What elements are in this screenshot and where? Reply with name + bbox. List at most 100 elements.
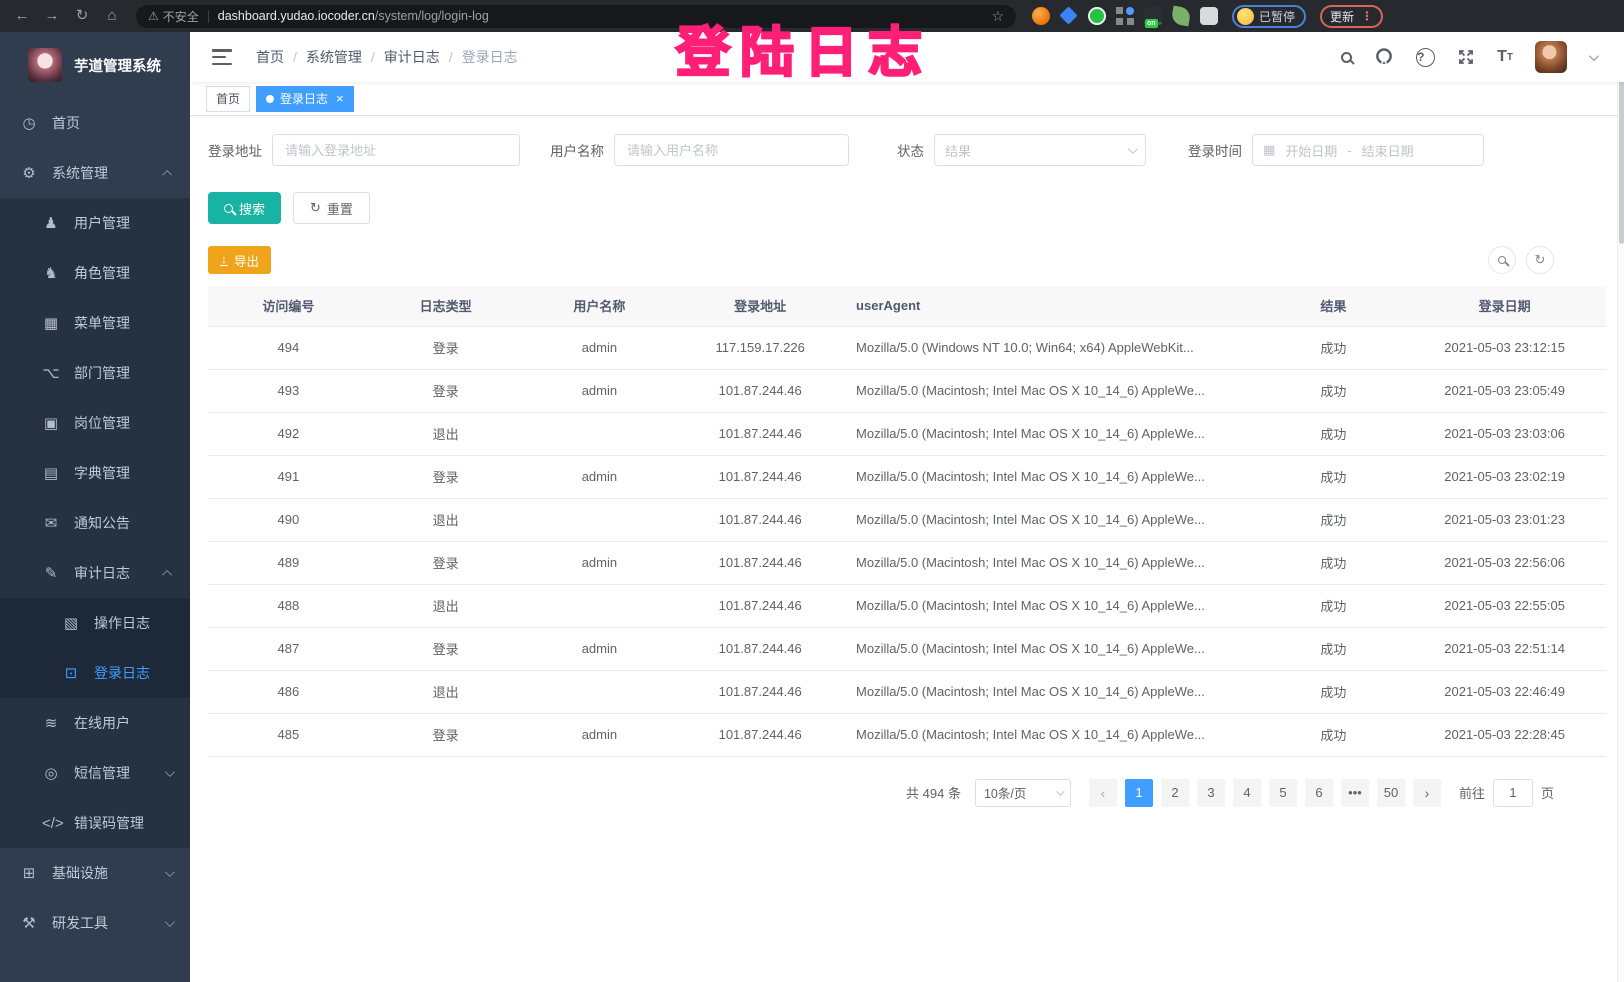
sidebar-item-label: 系统管理 (52, 165, 108, 181)
sidebar-item-error-code-mgmt[interactable]: </> 错误码管理 (0, 798, 190, 848)
sidebar-item-audit-log[interactable]: ✎ 审计日志 (0, 548, 190, 598)
status-select[interactable]: 结果 (934, 134, 1146, 166)
sidebar-item-dev-tools[interactable]: ⚒ 研发工具 (0, 898, 190, 948)
table-cell: 101.87.244.46 (676, 712, 845, 757)
page-content: 登录地址 用户名称 状态 结果 登录时间 ▦ (190, 116, 1624, 982)
scrollbar[interactable] (1617, 32, 1624, 982)
table-cell: 489 (208, 540, 369, 584)
sidebar-item-user-mgmt[interactable]: ♟ 用户管理 (0, 198, 190, 248)
sidebar-item-infrastructure[interactable]: ⊞ 基础设施 (0, 848, 190, 898)
export-button[interactable]: ↓ 导出 (208, 246, 272, 274)
security-warning[interactable]: ⚠ 不安全 (148, 9, 199, 24)
goto-page-input[interactable] (1492, 778, 1533, 807)
profile-avatar (1237, 7, 1254, 25)
page-button-4[interactable]: 4 (1232, 778, 1261, 807)
bookmark-star-icon[interactable]: ☆ (991, 7, 1004, 24)
search-icon[interactable] (1341, 51, 1353, 63)
github-icon[interactable] (1374, 47, 1394, 67)
page-button-6[interactable]: 6 (1304, 778, 1333, 807)
table-cell: 退出 (368, 669, 523, 713)
table-cell: 成功 (1263, 712, 1404, 757)
page-button-1[interactable]: 1 (1124, 778, 1153, 807)
sidebar-item-operation-log[interactable]: ▧ 操作日志 (0, 598, 190, 648)
extension-grid-icon[interactable] (1116, 7, 1134, 25)
page-button-50[interactable]: 50 (1376, 778, 1405, 807)
user-avatar[interactable] (1535, 41, 1567, 73)
browser-profile-chip[interactable]: 已暂停 (1232, 4, 1307, 28)
next-page-button[interactable]: › (1412, 778, 1441, 807)
close-icon[interactable]: × (336, 91, 344, 106)
sidebar-item-login-log[interactable]: ⊡ 登录日志 (0, 648, 190, 698)
breadcrumb-item[interactable]: 系统管理 (305, 49, 362, 65)
refresh-icon: ↻ (310, 200, 321, 215)
toggle-search-button[interactable] (1488, 246, 1516, 274)
browser-update-button[interactable]: 更新 ⋮ (1320, 4, 1384, 28)
page-button-5[interactable]: 5 (1268, 778, 1297, 807)
table-cell: 486 (208, 669, 369, 713)
sidebar-item-label: 审计日志 (74, 565, 130, 581)
pages-ellipsis[interactable]: ••• (1340, 778, 1369, 807)
breadcrumb-item[interactable]: 审计日志 (383, 49, 440, 65)
address-bar[interactable]: ⚠ 不安全 dashboard.yudao.iocoder.cn /system… (136, 4, 1016, 28)
table-cell (522, 669, 677, 713)
search-button[interactable]: 搜索 (208, 192, 282, 224)
page-button-2[interactable]: 2 (1160, 778, 1189, 807)
table-row: 487 登录 admin 101.87.244.46 Mozilla/5.0 (Maci… (208, 626, 1606, 670)
username-input[interactable] (614, 134, 849, 166)
extension-orange-icon[interactable] (1032, 7, 1050, 25)
chevron-down-icon (164, 766, 175, 777)
app-logo-row[interactable]: 芋道管理系统 (0, 32, 190, 98)
gear-icon: ⚙ (22, 165, 36, 182)
tab-active[interactable]: 登录日志 × (256, 85, 354, 112)
docs-help-icon[interactable]: ? (1416, 47, 1436, 67)
sidebar-item-post-mgmt[interactable]: ▣ 岗位管理 (0, 398, 190, 448)
sidebar-item-dict-mgmt[interactable]: ▤ 字典管理 (0, 448, 190, 498)
message-icon: ✉ (44, 515, 58, 532)
sidebar-item-role-mgmt[interactable]: ♞ 角色管理 (0, 248, 190, 298)
sidebar-item-home[interactable]: ◷ 首页 (0, 98, 190, 148)
chevron-down-icon (164, 916, 175, 927)
browser-reload-icon[interactable]: ↻ (75, 7, 89, 24)
refresh-table-button[interactable]: ↻ (1526, 246, 1554, 274)
date-range-picker[interactable]: ▦ 开始日期 - 结束日期 (1252, 134, 1484, 166)
chevron-down-icon (164, 866, 175, 877)
tag-dot (266, 94, 275, 103)
sidebar-item-menu-mgmt[interactable]: ▦ 菜单管理 (0, 298, 190, 348)
extension-script-icon[interactable]: on (1144, 7, 1162, 28)
post-badge-icon: ▣ (43, 415, 59, 432)
sidebar-item-system[interactable]: ⚙ 系统管理 (0, 148, 190, 198)
sidebar-item-online-user[interactable]: ≋ 在线用户 (0, 698, 190, 748)
browser-forward-icon[interactable]: → (44, 7, 60, 24)
page-button-3[interactable]: 3 (1196, 778, 1225, 807)
table-cell: 成功 (1263, 368, 1404, 412)
table-cell: Mozilla/5.0 (Macintosh; Intel Mac OS X 1… (844, 497, 1264, 541)
table-row: 489 登录 admin 101.87.244.46 Mozilla/5.0 (Maci… (208, 540, 1606, 584)
sidebar-item-notice[interactable]: ✉ 通知公告 (0, 498, 190, 548)
prev-page-button[interactable]: ‹ (1088, 778, 1117, 807)
sidebar-item-label: 部门管理 (74, 365, 130, 381)
org-tree-icon: ⌥ (42, 365, 60, 382)
extension-leaf-icon[interactable] (1170, 5, 1192, 27)
extension-gem-icon[interactable] (1059, 6, 1078, 25)
fullscreen-icon[interactable] (1457, 48, 1475, 66)
extensions-puzzle-icon[interactable] (1200, 7, 1218, 25)
extension-green-icon[interactable] (1088, 7, 1106, 25)
breadcrumb-item[interactable]: 首页 (256, 49, 284, 65)
page-size-select[interactable]: 10条/页 (974, 778, 1071, 807)
hamburger-icon[interactable] (212, 49, 232, 65)
table-cell: admin (522, 540, 677, 584)
tab-inactive[interactable]: 首页 (206, 85, 251, 112)
avatar-caret-icon[interactable] (1588, 50, 1599, 61)
browser-menu-icon[interactable]: ⋮ (1361, 9, 1374, 23)
breadcrumb-separator: / (370, 49, 375, 65)
table-cell: 2021-05-03 23:05:49 (1403, 368, 1606, 412)
reset-button[interactable]: ↻ 重置 (293, 192, 370, 224)
browser-home-icon[interactable]: ⌂ (107, 7, 117, 24)
sidebar-item-sms-mgmt[interactable]: ◎ 短信管理 (0, 748, 190, 798)
address-input[interactable] (272, 134, 520, 166)
browser-back-icon[interactable]: ← (14, 7, 30, 24)
sidebar-item-dept-mgmt[interactable]: ⌥ 部门管理 (0, 348, 190, 398)
